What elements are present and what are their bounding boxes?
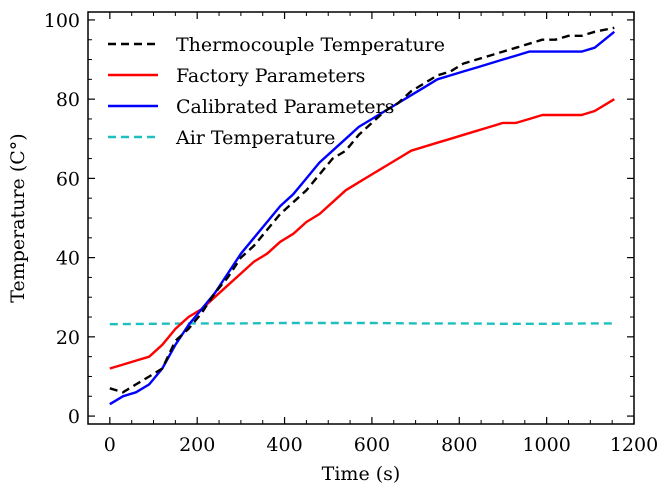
y-tick-label: 60 (56, 168, 80, 190)
axis-ticks (87, 12, 635, 424)
x-tick-label: 0 (104, 434, 116, 456)
series-line-0 (109, 26, 615, 394)
legend: Thermocouple Temperature Factory Paramete… (108, 34, 445, 149)
x-tick-label: 200 (179, 434, 215, 456)
x-axis-label: Time (s) (322, 463, 401, 485)
series-line-2 (109, 30, 616, 406)
y-tick-label: 100 (44, 10, 80, 32)
legend-label: Air Temperature (175, 127, 335, 149)
y-tick-label: 0 (68, 406, 80, 428)
axis-tick-labels: 0 200 400 600 800 1000 1200 0 20 40 60 80 100 (44, 10, 658, 456)
x-tick-label: 800 (441, 434, 477, 456)
x-tick-label: 400 (266, 434, 302, 456)
y-tick-label: 80 (56, 89, 80, 111)
y-axis-label: Temperature (C°) (7, 133, 29, 302)
series-line-1 (109, 98, 615, 370)
x-tick-label: 1000 (522, 434, 570, 456)
x-tick-label: 1200 (610, 434, 658, 456)
legend-label: Thermocouple Temperature (176, 34, 445, 56)
y-tick-label: 20 (56, 327, 80, 349)
series-line-3 (109, 321, 615, 326)
x-tick-label: 600 (354, 434, 390, 456)
series-lines (109, 26, 616, 406)
y-tick-label: 40 (56, 248, 80, 270)
legend-label: Calibrated Parameters (176, 96, 394, 118)
legend-label: Factory Parameters (176, 65, 365, 87)
